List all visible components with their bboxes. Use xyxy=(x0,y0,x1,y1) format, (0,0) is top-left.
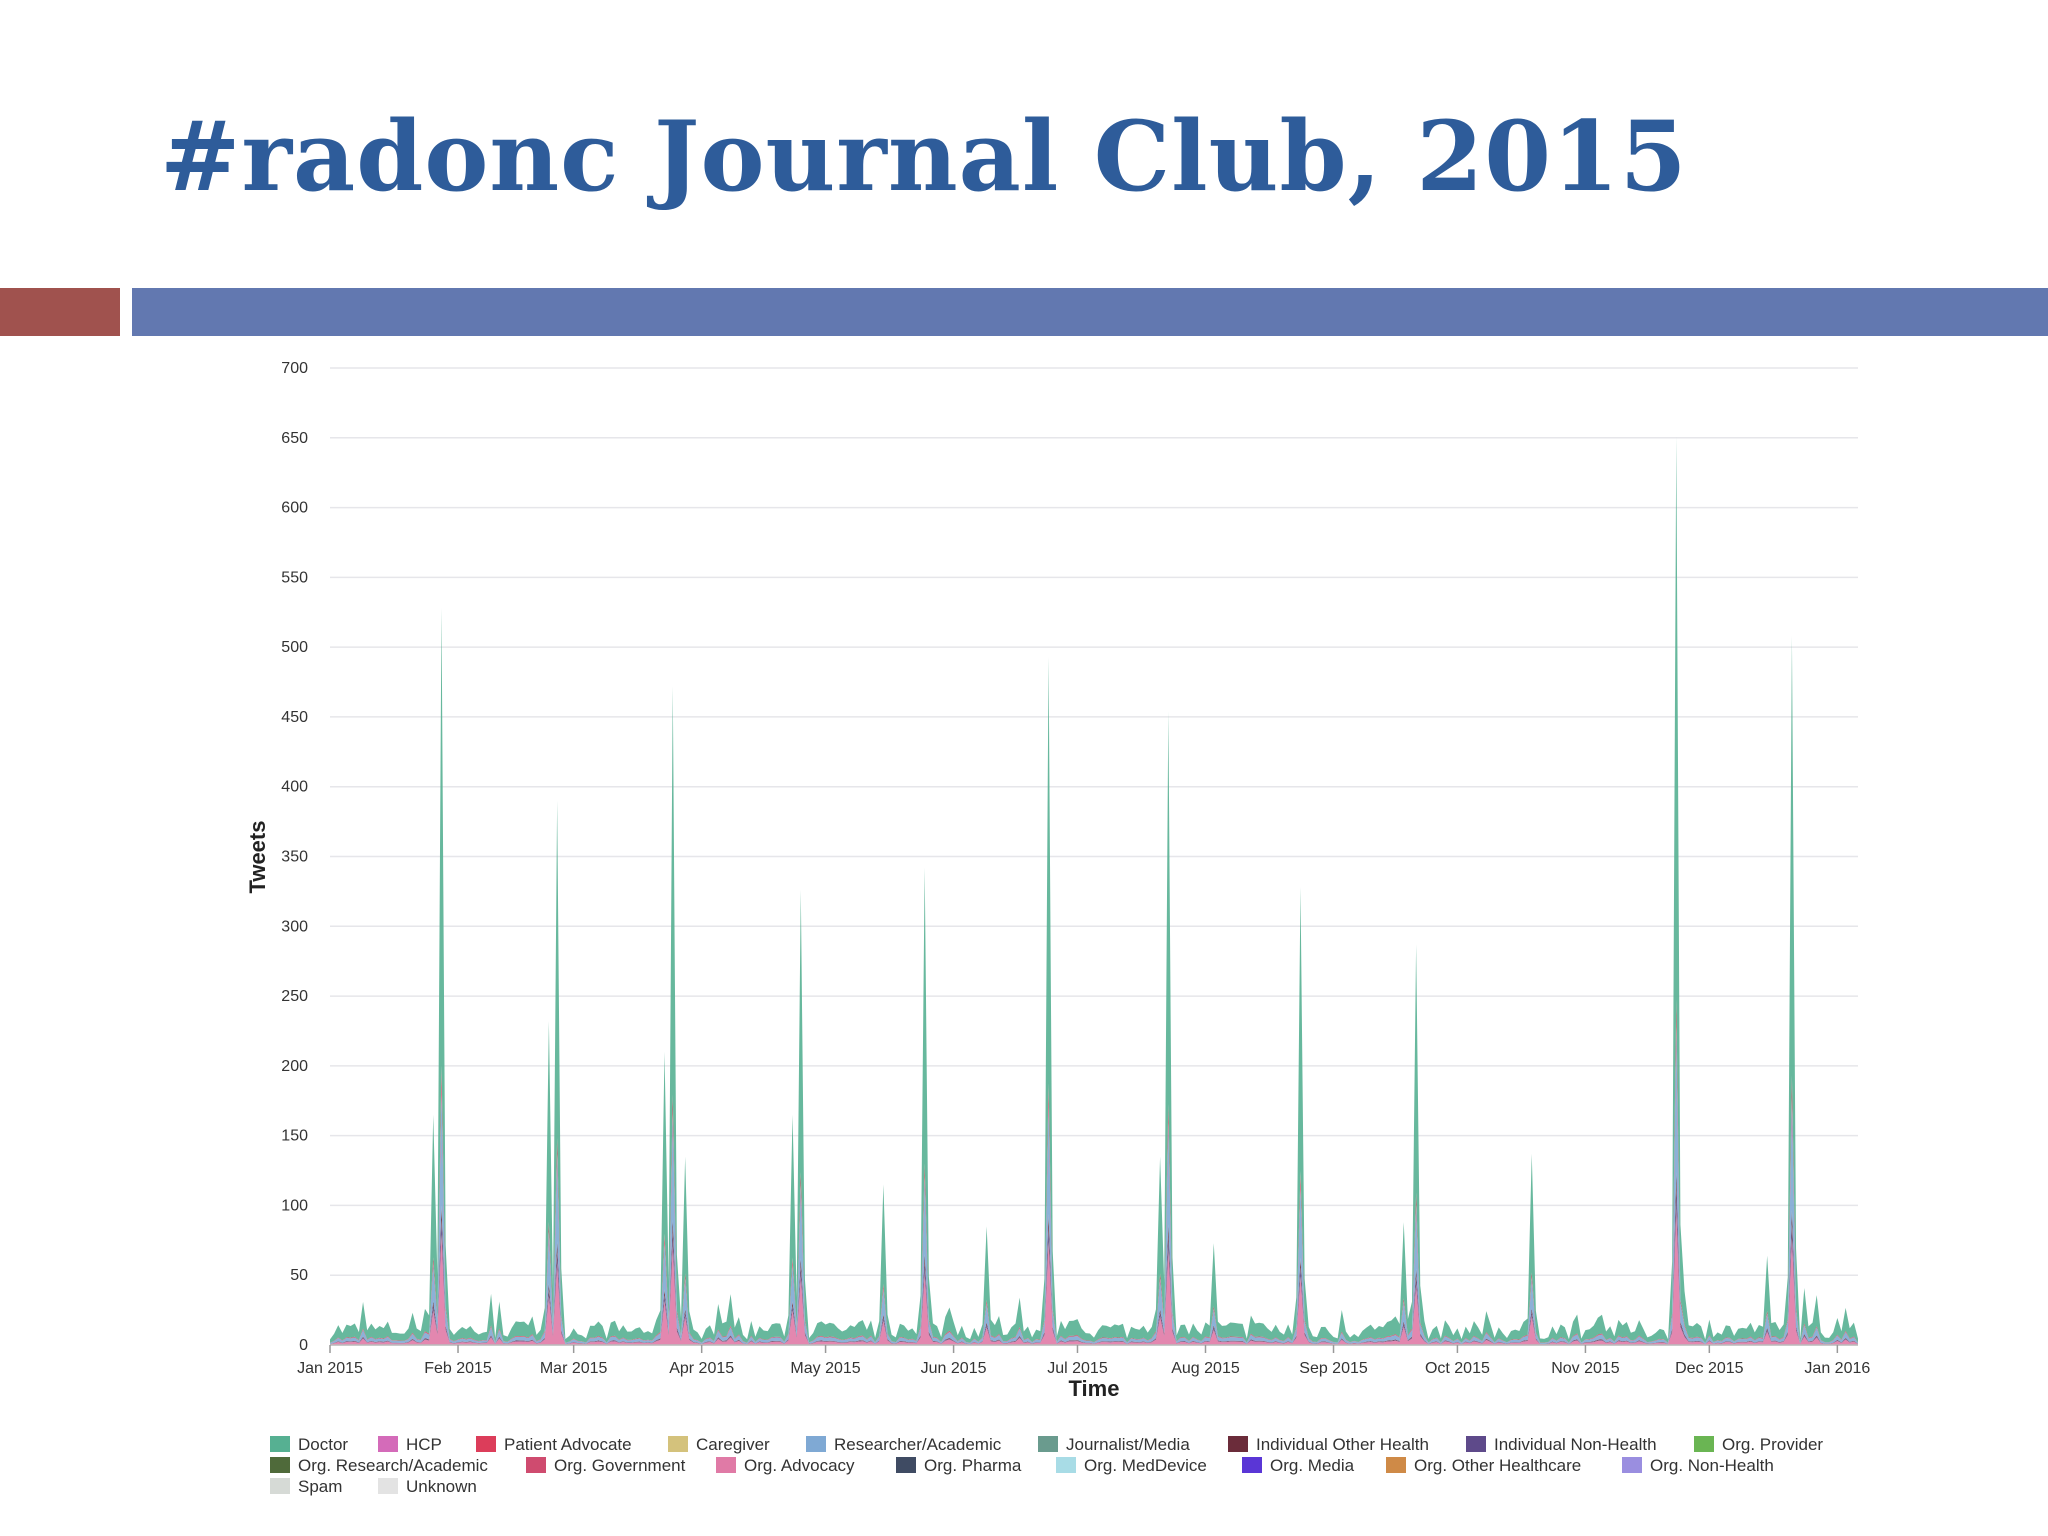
legend-label: Org. Other Healthcare xyxy=(1414,1456,1581,1475)
y-tick-label: 350 xyxy=(281,849,308,866)
x-tick-label: Apr 2015 xyxy=(669,1360,734,1377)
legend-label: Patient Advocate xyxy=(504,1435,632,1454)
x-axis-title: Time xyxy=(1069,1376,1120,1401)
x-tick-label: May 2015 xyxy=(790,1360,860,1377)
y-tick-label: 300 xyxy=(281,918,308,935)
legend-label: Org. Advocacy xyxy=(744,1456,855,1475)
legend-label: Org. Media xyxy=(1270,1456,1355,1475)
legend-label: Org. Research/Academic xyxy=(298,1456,488,1475)
legend-label: HCP xyxy=(406,1435,442,1454)
legend-swatch xyxy=(270,1436,290,1452)
y-tick-label: 100 xyxy=(281,1197,308,1214)
area-doctor xyxy=(330,436,1858,1343)
legend-label: Doctor xyxy=(298,1435,348,1454)
chart-gridlines xyxy=(330,367,1858,1346)
x-tick-label: Jan 2015 xyxy=(297,1360,363,1377)
legend-label: Unknown xyxy=(406,1477,477,1496)
x-tick-label: Jun 2015 xyxy=(921,1360,987,1377)
tweets-stacked-area-chart: 0 50 100 150 200 250 300 350 400 450 500 550 600 650 7… xyxy=(245,360,1870,1496)
x-tick-label: Jan 2016 xyxy=(1804,1360,1870,1377)
legend-swatch xyxy=(1056,1457,1076,1473)
x-tick-label: Dec 2015 xyxy=(1675,1360,1744,1377)
legend-label: Org. Non-Health xyxy=(1650,1456,1774,1475)
legend-swatch xyxy=(378,1436,398,1452)
chart-area-series xyxy=(330,436,1858,1345)
legend-swatch xyxy=(270,1478,290,1494)
y-axis-title: Tweets xyxy=(245,821,270,894)
chart-legend: Doctor HCP Patient Advocate Caregiver Resear… xyxy=(270,1435,1823,1496)
y-tick-label: 550 xyxy=(281,569,308,586)
x-tick-label: Mar 2015 xyxy=(540,1360,608,1377)
y-tick-label: 400 xyxy=(281,779,308,796)
legend-label: Org. Government xyxy=(554,1456,686,1475)
x-tick-label: Sep 2015 xyxy=(1299,1360,1368,1377)
x-tick-label: Aug 2015 xyxy=(1171,1360,1240,1377)
legend-label: Org. MedDevice xyxy=(1084,1456,1207,1475)
legend-label: Org. Provider xyxy=(1722,1435,1823,1454)
legend-swatch xyxy=(476,1436,496,1452)
y-tick-label: 250 xyxy=(281,988,308,1005)
legend-swatch xyxy=(1622,1457,1642,1473)
y-tick-label: 600 xyxy=(281,500,308,517)
legend-label: Individual Other Health xyxy=(1256,1435,1429,1454)
y-tick-label: 200 xyxy=(281,1058,308,1075)
legend-swatch xyxy=(270,1457,290,1473)
legend-label: Org. Pharma xyxy=(924,1456,1022,1475)
x-tick-label: Jul 2015 xyxy=(1047,1360,1108,1377)
y-tick-label: 50 xyxy=(290,1267,308,1284)
title-accent-bar-left xyxy=(0,288,120,336)
y-tick-label: 500 xyxy=(281,639,308,656)
legend-label: Spam xyxy=(298,1477,342,1496)
x-tick-label: Nov 2015 xyxy=(1551,1360,1620,1377)
legend-swatch xyxy=(1242,1457,1262,1473)
y-tick-label: 450 xyxy=(281,709,308,726)
y-tick-label: 700 xyxy=(281,360,308,377)
y-tick-label: 650 xyxy=(281,430,308,447)
legend-swatch xyxy=(1386,1457,1406,1473)
legend-label: Individual Non-Health xyxy=(1494,1435,1657,1454)
legend-label: Journalist/Media xyxy=(1066,1435,1190,1454)
legend-swatch xyxy=(1466,1436,1486,1452)
legend-swatch xyxy=(526,1457,546,1473)
title-accent-bar-right xyxy=(132,288,2048,336)
legend-label: Caregiver xyxy=(696,1435,770,1454)
x-tick-label: Oct 2015 xyxy=(1425,1360,1490,1377)
legend-swatch xyxy=(716,1457,736,1473)
x-tick-label: Feb 2015 xyxy=(424,1360,492,1377)
x-axis: Jan 2015 Feb 2015 Mar 2015 Apr 2015 May 2015… xyxy=(297,1344,1870,1377)
y-tick-label: 150 xyxy=(281,1128,308,1145)
legend-swatch xyxy=(896,1457,916,1473)
y-axis: 0 50 100 150 200 250 300 350 400 450 500 550 600 650 7… xyxy=(281,360,308,1354)
legend-swatch xyxy=(668,1436,688,1452)
legend-swatch xyxy=(806,1436,826,1452)
slide-title: #radonc Journal Club, 2015 xyxy=(160,100,1688,213)
legend-label: Researcher/Academic xyxy=(834,1435,1002,1454)
legend-swatch xyxy=(378,1478,398,1494)
legend-swatch xyxy=(1038,1436,1058,1452)
legend-swatch xyxy=(1228,1436,1248,1452)
legend-swatch xyxy=(1694,1436,1714,1452)
y-tick-label: 0 xyxy=(299,1337,308,1354)
